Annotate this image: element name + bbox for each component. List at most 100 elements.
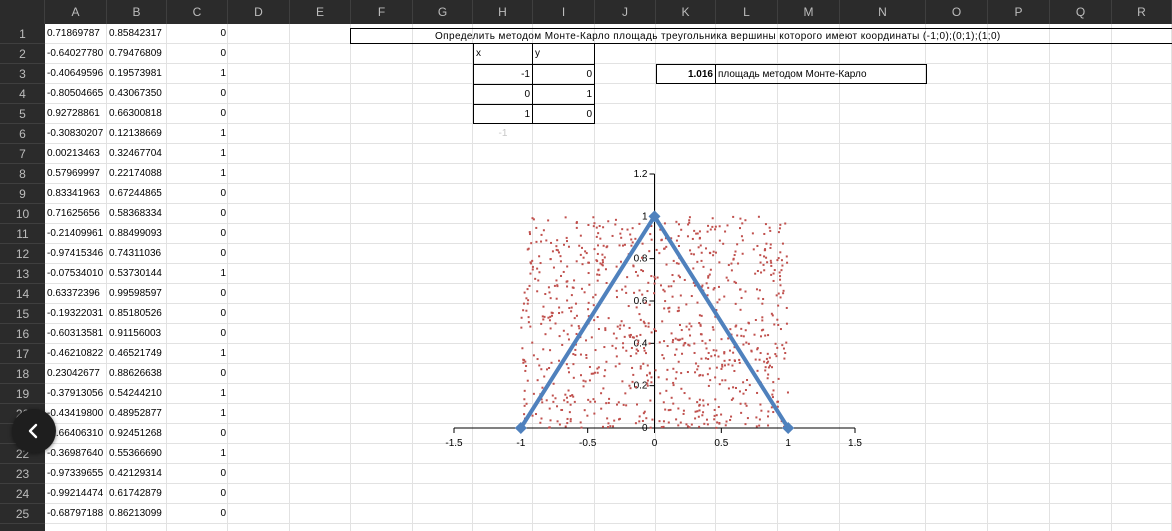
row-header[interactable]: 13	[0, 264, 45, 284]
coords-x-value[interactable]: 0	[473, 84, 533, 104]
coords-y-header[interactable]: y	[533, 44, 595, 64]
cell-random-y[interactable]: 0.66300818	[109, 108, 162, 119]
row-header[interactable]: 16	[0, 324, 45, 344]
row-header[interactable]: 25	[0, 504, 45, 524]
cell-inside-flag[interactable]: 0	[220, 228, 226, 239]
cell-random-y[interactable]: 0.99598597	[109, 288, 162, 299]
column-header[interactable]: G	[413, 0, 473, 24]
cell-random-y[interactable]: 0.67244865	[109, 188, 162, 199]
column-header[interactable]: N	[840, 0, 926, 24]
cell-random-y[interactable]: 0.54244210	[109, 388, 162, 399]
cell-random-x[interactable]: -0.36987640	[47, 448, 104, 459]
row-header[interactable]: 9	[0, 184, 45, 204]
cell-inside-flag[interactable]: 0	[220, 328, 226, 339]
coords-y-value[interactable]: 0	[533, 64, 595, 84]
column-header[interactable]: D	[228, 0, 290, 24]
coords-x-header[interactable]: x	[473, 44, 533, 64]
cell-random-y[interactable]: 0.53730144	[109, 268, 162, 279]
row-header[interactable]: 18	[0, 364, 45, 384]
column-header[interactable]: M	[778, 0, 840, 24]
cell-random-y[interactable]: 0.88626638	[109, 368, 162, 379]
cell-inside-flag[interactable]: 1	[220, 268, 226, 279]
column-header[interactable]: A	[45, 0, 107, 24]
cell-random-y[interactable]: 0.48952877	[109, 408, 162, 419]
column-header[interactable]: Q	[1050, 0, 1112, 24]
column-header[interactable]: L	[716, 0, 778, 24]
cell-random-x[interactable]: -0.07534010	[47, 268, 104, 279]
cell-inside-flag[interactable]: 0	[220, 48, 226, 59]
cell-inside-flag[interactable]: 0	[220, 248, 226, 259]
cell-random-y[interactable]: 0.79476809	[109, 48, 162, 59]
column-header[interactable]: K	[656, 0, 716, 24]
cell-random-x[interactable]: 0.23042677	[47, 368, 100, 379]
cell-random-x[interactable]: -0.68797188	[47, 508, 104, 519]
back-button[interactable]	[12, 409, 56, 453]
cell-random-y[interactable]: 0.43067350	[109, 88, 162, 99]
cell-inside-flag[interactable]: 0	[220, 188, 226, 199]
cell-inside-flag[interactable]: 1	[220, 408, 226, 419]
column-header[interactable]: O	[926, 0, 988, 24]
cell-inside-flag[interactable]: 1	[220, 128, 226, 139]
cell-random-x[interactable]: -0.46210822	[47, 348, 104, 359]
cell-random-y[interactable]: 0.85180526	[109, 308, 162, 319]
cell-random-x[interactable]: 0.71869787	[47, 28, 100, 39]
cell-random-x[interactable]: -0.43419800	[47, 408, 104, 419]
cell-inside-flag[interactable]: 1	[220, 68, 226, 79]
coords-y-value[interactable]: 0	[533, 104, 595, 124]
cell-random-x[interactable]: 0.00213463	[47, 148, 100, 159]
row-header[interactable]: 10	[0, 204, 45, 224]
cell-inside-flag[interactable]: 0	[220, 508, 226, 519]
cell-random-x[interactable]: -0.40649596	[47, 68, 104, 79]
column-header[interactable]: F	[351, 0, 413, 24]
row-header[interactable]: 1	[0, 24, 45, 44]
cell-random-y[interactable]: 0.91156003	[109, 328, 162, 339]
column-header[interactable]: H	[473, 0, 533, 24]
faded-value[interactable]: -1	[498, 128, 508, 139]
row-header[interactable]: 3	[0, 64, 45, 84]
cell-inside-flag[interactable]: 0	[220, 288, 226, 299]
row-header[interactable]: 11	[0, 224, 45, 244]
cell-inside-flag[interactable]: 0	[220, 368, 226, 379]
cell-inside-flag[interactable]: 1	[220, 168, 226, 179]
row-header[interactable]: 14	[0, 284, 45, 304]
cell-random-y[interactable]: 0.42129314	[109, 468, 162, 479]
cell-random-x[interactable]: -0.21409961	[47, 228, 104, 239]
cell-inside-flag[interactable]: 0	[220, 88, 226, 99]
cell-grid[interactable]: 0.71869787 0.85842317 0 -0.64027780 0.794768…	[45, 24, 1172, 531]
cell-random-y[interactable]: 0.74311036	[109, 248, 162, 259]
cell-random-y[interactable]: 0.19573981	[109, 68, 162, 79]
column-header[interactable]: J	[595, 0, 656, 24]
cell-inside-flag[interactable]: 0	[220, 108, 226, 119]
coords-x-value[interactable]: -1	[473, 64, 533, 84]
cell-random-x[interactable]: -0.80504665	[47, 88, 104, 99]
column-header[interactable]: C	[167, 0, 228, 24]
coords-x-value[interactable]: 1	[473, 104, 533, 124]
row-header[interactable]: 23	[0, 464, 45, 484]
cell-random-x[interactable]: 0.92728861	[47, 108, 100, 119]
cell-inside-flag[interactable]: 1	[220, 448, 226, 459]
cell-random-x[interactable]: -0.37913056	[47, 388, 104, 399]
select-all-corner[interactable]	[0, 0, 45, 24]
cell-inside-flag[interactable]: 0	[220, 488, 226, 499]
row-header[interactable]: 7	[0, 144, 45, 164]
cell-random-y[interactable]: 0.58368334	[109, 208, 162, 219]
column-header[interactable]: I	[533, 0, 595, 24]
row-header[interactable]: 24	[0, 484, 45, 504]
cell-inside-flag[interactable]: 1	[220, 388, 226, 399]
cell-random-y[interactable]: 0.46521749	[109, 348, 162, 359]
column-header[interactable]: B	[107, 0, 167, 24]
cell-inside-flag[interactable]: 1	[220, 148, 226, 159]
cell-random-y[interactable]: 0.88499093	[109, 228, 162, 239]
cell-inside-flag[interactable]: 0	[220, 208, 226, 219]
row-header[interactable]: 6	[0, 124, 45, 144]
cell-inside-flag[interactable]: 1	[220, 348, 226, 359]
cell-inside-flag[interactable]: 0	[220, 28, 226, 39]
row-header[interactable]: 17	[0, 344, 45, 364]
cell-inside-flag[interactable]: 0	[220, 468, 226, 479]
cell-random-x[interactable]: 0.63372396	[47, 288, 100, 299]
cell-random-y[interactable]: 0.92451268	[109, 428, 162, 439]
cell-random-x[interactable]: -0.66406310	[47, 428, 104, 439]
column-header[interactable]: P	[988, 0, 1050, 24]
result-area-value[interactable]: 1.016	[656, 64, 716, 84]
cell-random-x[interactable]: 0.71625656	[47, 208, 100, 219]
